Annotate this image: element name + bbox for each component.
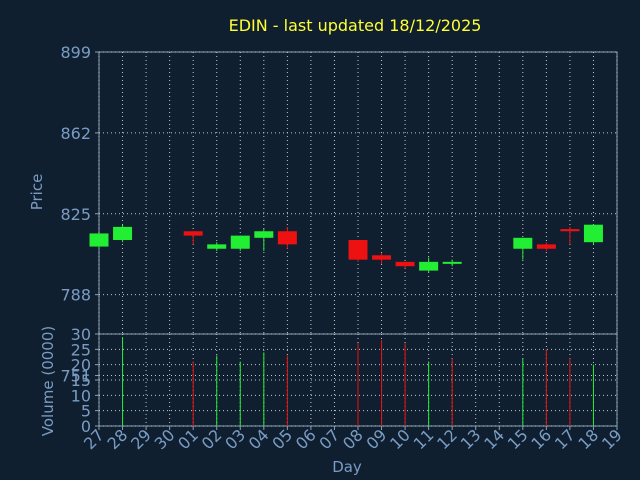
volume-axis-label: Volume (0000) (39, 326, 57, 436)
candle-body (442, 261, 462, 264)
candle-body (583, 224, 603, 243)
x-axis-label: Day (332, 458, 362, 476)
volume-tick-label: 5 (81, 402, 91, 421)
price-tick-label: 788 (60, 286, 91, 305)
price-tick-label: 899 (60, 43, 91, 62)
volume-tick-label: 0 (81, 417, 91, 436)
candle-body (113, 226, 133, 240)
x-axis: 2728293001020304050607080910111213141516… (80, 425, 626, 453)
volume-tick-label: 25 (71, 340, 91, 359)
candle-body (254, 231, 274, 238)
candle-body (513, 237, 533, 249)
candle-body (536, 244, 556, 249)
candle-body (183, 231, 203, 236)
price-tick-label: 862 (60, 124, 91, 143)
candle-body (230, 235, 250, 249)
volume-tick-label: 20 (71, 356, 91, 375)
candle-body (395, 261, 415, 267)
volume-tick-label: 30 (71, 325, 91, 344)
candle-body (372, 255, 392, 260)
price-panel: 899 862 825 788 751 (60, 43, 618, 386)
candle-body (207, 244, 227, 249)
candle-body (419, 261, 439, 271)
volume-tick-label: 15 (71, 371, 91, 390)
price-tick-label: 751 (60, 367, 91, 386)
candle-body (560, 229, 580, 232)
candle-body (348, 240, 368, 260)
candle-body (277, 231, 297, 245)
chart-title: EDIN - last updated 18/12/2025 (229, 16, 482, 35)
price-tick-label: 825 (60, 205, 91, 224)
candle-body (89, 233, 109, 247)
price-axis-label: Price (28, 174, 46, 211)
volume-tick-label: 10 (71, 386, 91, 405)
